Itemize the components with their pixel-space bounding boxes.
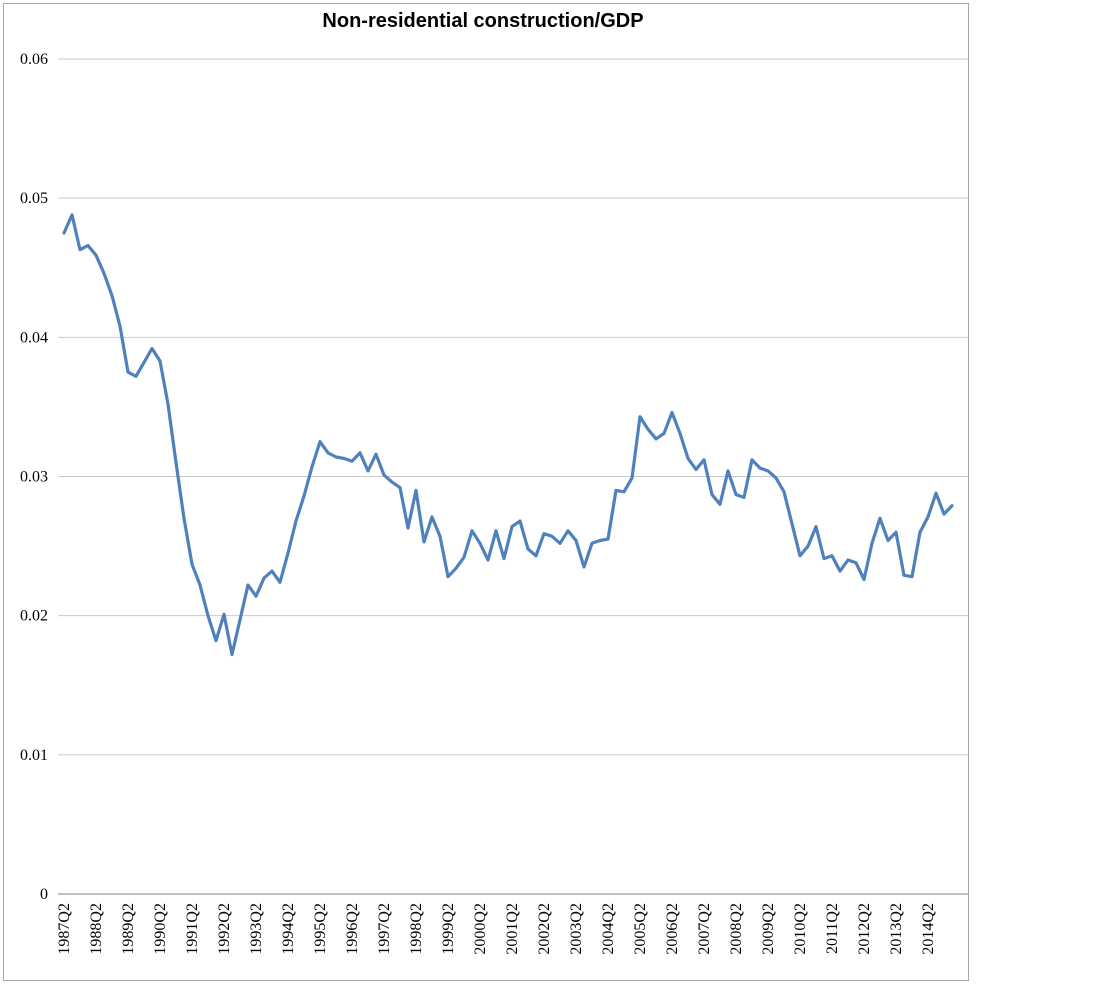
x-tick-label: 1999Q2 bbox=[440, 903, 457, 955]
y-tick-label: 0.06 bbox=[20, 51, 48, 68]
x-tick-label: 1987Q2 bbox=[56, 903, 73, 955]
x-tick-label: 2001Q2 bbox=[504, 903, 521, 955]
x-tick-label: 1996Q2 bbox=[344, 903, 361, 955]
x-tick-label: 2009Q2 bbox=[760, 903, 777, 955]
data-series-line bbox=[62, 213, 954, 657]
x-tick-label: 1995Q2 bbox=[312, 903, 329, 955]
y-tick-label: 0.03 bbox=[20, 469, 48, 486]
x-tick-label: 2008Q2 bbox=[728, 903, 745, 955]
y-tick-label: 0.04 bbox=[20, 329, 48, 346]
x-tick-label: 1991Q2 bbox=[184, 903, 201, 955]
y-tick-label: 0.05 bbox=[20, 190, 48, 207]
x-tick-label: 2006Q2 bbox=[664, 903, 681, 955]
x-tick-label: 1998Q2 bbox=[408, 903, 425, 955]
y-tick-label: 0.02 bbox=[20, 608, 48, 625]
x-tick-label: 1992Q2 bbox=[216, 903, 233, 955]
x-tick-label: 1988Q2 bbox=[88, 903, 105, 955]
x-tick-label: 1993Q2 bbox=[248, 903, 265, 955]
x-tick-label: 1990Q2 bbox=[152, 903, 169, 955]
x-tick-label: 2007Q2 bbox=[696, 903, 713, 955]
x-tick-label: 2014Q2 bbox=[920, 903, 937, 955]
x-tick-label: 2000Q2 bbox=[472, 903, 489, 955]
y-tick-label: 0.01 bbox=[20, 747, 48, 764]
y-tick-label: 0 bbox=[40, 886, 48, 903]
x-tick-label: 1994Q2 bbox=[280, 903, 297, 955]
x-tick-label: 2013Q2 bbox=[888, 903, 905, 955]
x-tick-label: 2004Q2 bbox=[600, 903, 617, 955]
x-tick-label: 2011Q2 bbox=[824, 903, 841, 954]
x-tick-label: 2012Q2 bbox=[856, 903, 873, 955]
x-tick-label: 2003Q2 bbox=[568, 903, 585, 955]
x-tick-label: 1997Q2 bbox=[376, 903, 393, 955]
x-tick-label: 2002Q2 bbox=[536, 903, 553, 955]
chart-frame bbox=[3, 3, 969, 981]
chart-title: Non-residential construction/GDP bbox=[322, 10, 644, 32]
x-tick-label: 1989Q2 bbox=[120, 903, 137, 955]
x-tick-label: 2010Q2 bbox=[792, 903, 809, 955]
x-tick-label: 2005Q2 bbox=[632, 903, 649, 955]
